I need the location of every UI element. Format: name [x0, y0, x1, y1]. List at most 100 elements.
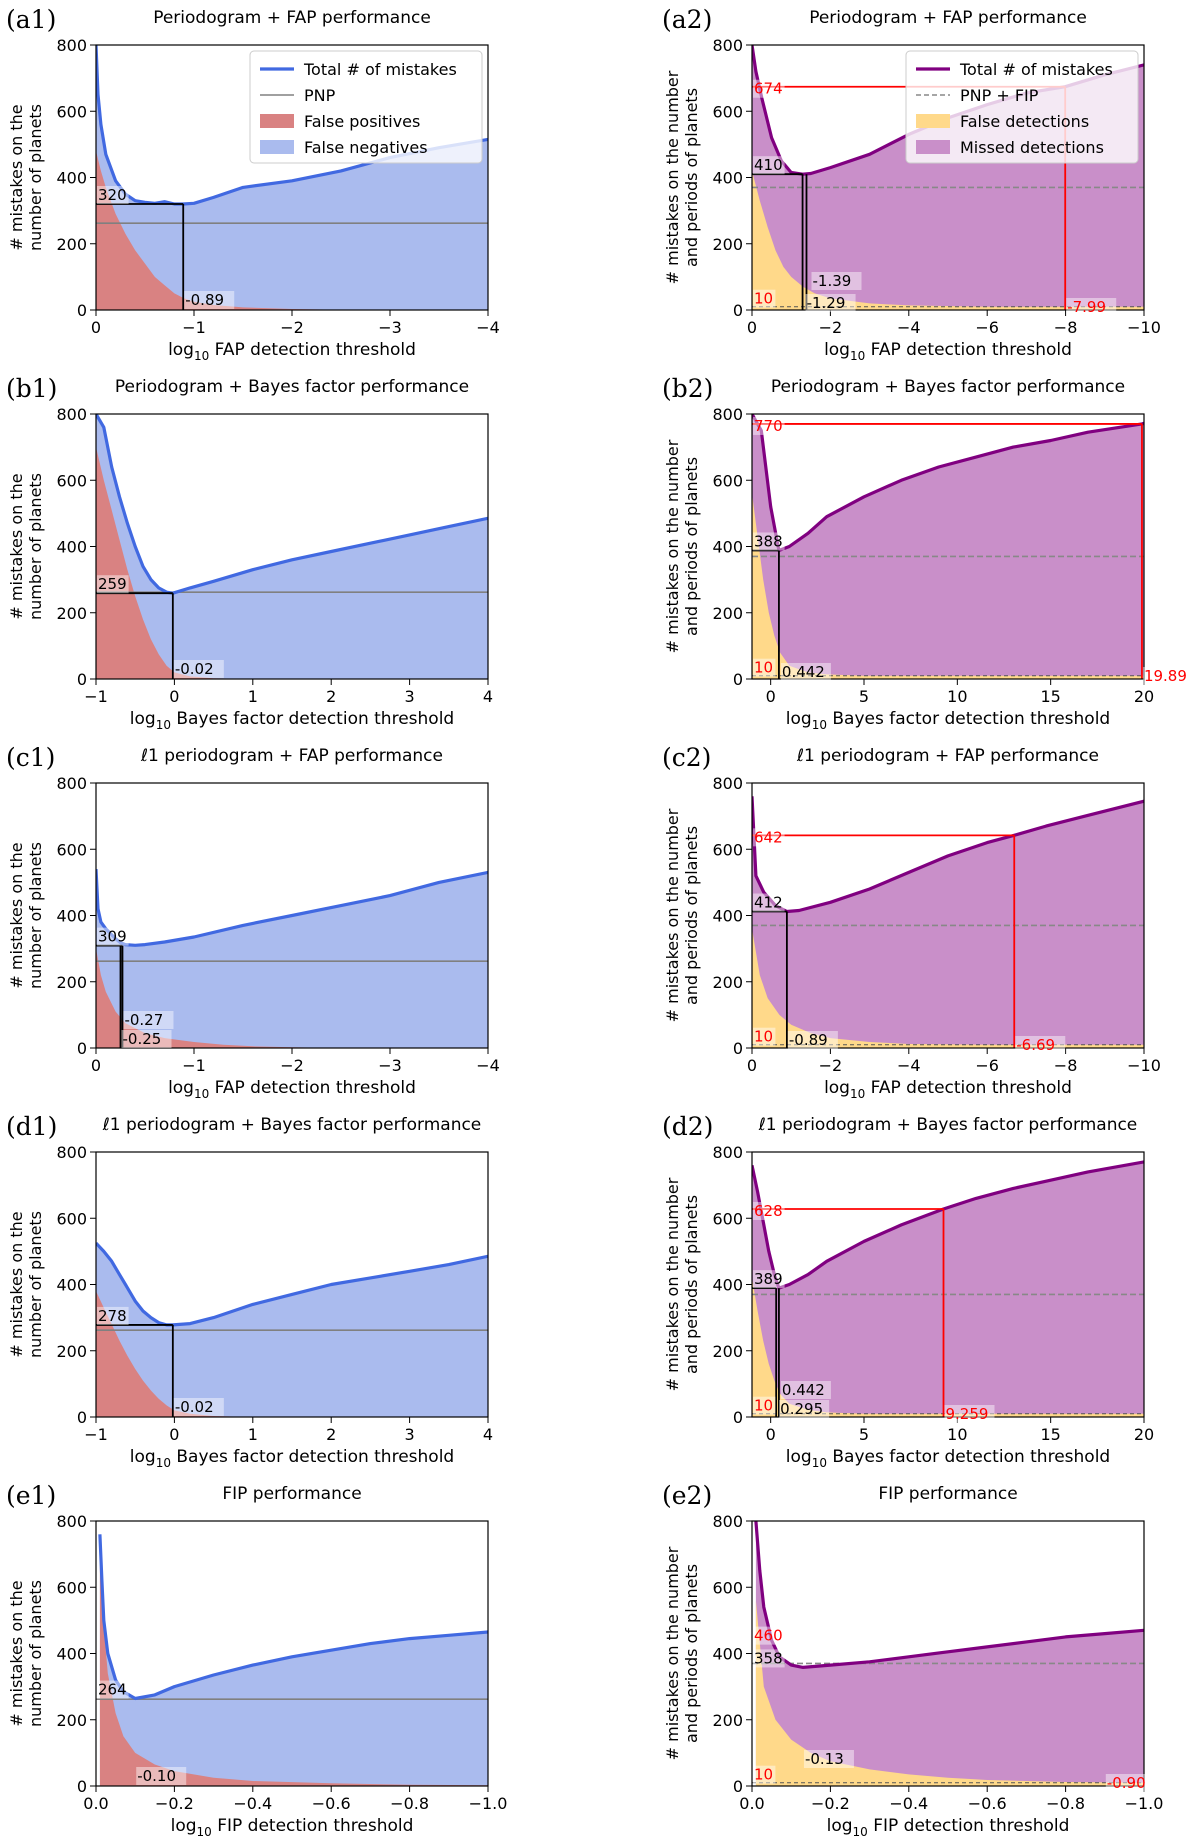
- legend: Total # of mistakes PNP + FIP False detect…: [905, 50, 1139, 164]
- y-tick-label: 400: [712, 1276, 743, 1295]
- x-tick-label: −6: [975, 318, 999, 337]
- annotation-bg: [753, 532, 785, 551]
- annotation-bg: [753, 1649, 785, 1668]
- chart-panel-d2: 0 200 400 600 800 0 5 10 15 20 ℓ1 periodogram + Ba…: [662, 1112, 1154, 1470]
- annotation-bg: [123, 1011, 174, 1029]
- x-axis-label-subscript: 10: [194, 349, 209, 363]
- x-tick-label: 1: [248, 1425, 258, 1444]
- y-axis-label: # mistakes on thenumber of planets: [7, 1580, 45, 1727]
- y-axis-label-line: and periods of planets: [682, 1195, 701, 1374]
- annotation-bg: [136, 1767, 187, 1785]
- x-axis-label-rest: FIP detection threshold: [212, 1816, 414, 1836]
- y-tick-label: 600: [56, 471, 87, 490]
- x-axis-label-subscript: 10: [853, 1825, 868, 1839]
- y-tick-label: 200: [712, 604, 743, 623]
- y-tick-label: 400: [56, 1276, 87, 1295]
- y-axis-label: # mistakes on the numberand periods of p…: [663, 439, 701, 653]
- x-axis-label: log10 Bayes factor detection threshold: [130, 709, 454, 732]
- chart-title: ℓ1 periodogram + FAP performance: [796, 746, 1099, 766]
- false-negatives-area: [96, 45, 488, 310]
- x-tick-label: 0: [169, 1425, 179, 1444]
- x-tick-label: −3: [378, 1056, 402, 1075]
- x-tick-label: −0.8: [1046, 1794, 1085, 1813]
- annotation-label: 309: [98, 928, 127, 946]
- annotation-bg: [753, 1027, 776, 1046]
- x-tick-label: −4: [897, 1056, 921, 1075]
- x-tick-label: −4: [897, 318, 921, 337]
- annotation-bg: [121, 1030, 172, 1048]
- x-axis-label-subscript: 10: [850, 1087, 865, 1101]
- annotation-bg: [753, 1626, 785, 1645]
- false-detections-area: [752, 170, 1144, 310]
- x-tick-label: −0.6: [312, 1794, 351, 1813]
- chart-panel-c1: 0 200 400 600 800 0 −1 −2 −3 −4 ℓ1 periodogram + F…: [6, 743, 500, 1101]
- annotation-bg: [805, 294, 856, 312]
- y-tick-label: 800: [56, 405, 87, 424]
- annotation-label: -0.89: [185, 291, 224, 309]
- y-axis-label-line: # mistakes on the number: [663, 70, 682, 284]
- chart-title: FIP performance: [222, 1484, 361, 1504]
- x-tick-label: 20: [1134, 687, 1154, 706]
- x-tick-label: −8: [1054, 1056, 1078, 1075]
- x-axis-label-rest: FIP detection threshold: [868, 1816, 1070, 1836]
- plot-area: [752, 414, 1144, 679]
- y-axis-label-line: # mistakes on the number: [663, 439, 682, 653]
- y-tick-label: 600: [712, 1578, 743, 1597]
- annotation-bg: [97, 1680, 129, 1699]
- y-axis-label-line: number of planets: [26, 1580, 45, 1727]
- x-tick-label: −0.6: [968, 1794, 1007, 1813]
- y-tick-label: 600: [712, 1209, 743, 1228]
- x-axis-label-rest: Bayes factor detection threshold: [171, 709, 454, 729]
- false-detections-area: [755, 1600, 1144, 1786]
- annotation-label: 358: [754, 1649, 783, 1667]
- annotation-label: 264: [98, 1681, 127, 1699]
- x-tick-label: −0.2: [811, 1794, 850, 1813]
- y-tick-label: 800: [712, 405, 743, 424]
- x-axis-label-rest: Bayes factor detection threshold: [827, 709, 1110, 729]
- x-tick-label: −0.4: [889, 1794, 928, 1813]
- chart-panel-b2: 0 200 400 600 800 0 5 10 15 20 Periodogram + Bayes…: [662, 374, 1193, 732]
- y-tick-label: 800: [712, 774, 743, 793]
- y-axis-label-line: and periods of planets: [682, 826, 701, 1005]
- legend-swatch-area: [260, 114, 294, 128]
- legend-box: [905, 50, 1139, 164]
- total-mistakes-line: [754, 1521, 1144, 1669]
- x-tick-label: 0: [91, 1056, 101, 1075]
- panel-label: (c1): [6, 743, 55, 772]
- x-axis-label-subscript: 10: [156, 718, 171, 732]
- x-tick-label: −1.0: [1125, 1794, 1164, 1813]
- annotation-bg: [184, 291, 235, 309]
- annotation-label: -0.89: [789, 1031, 828, 1049]
- x-tick-label: 5: [859, 1425, 869, 1444]
- y-axis-label: # mistakes on thenumber of planets: [7, 104, 45, 251]
- x-axis-label: log10 Bayes factor detection threshold: [786, 709, 1110, 732]
- red-annotation-label: 628: [754, 1202, 783, 1220]
- x-tick-label: −0.8: [390, 1794, 429, 1813]
- x-tick-label: 10: [947, 1425, 967, 1444]
- x-tick-label: −10: [1127, 318, 1161, 337]
- false-positives-area: [96, 948, 488, 1048]
- y-axis-label-line: # mistakes on the: [7, 1211, 26, 1357]
- red-annotation-label: 642: [754, 828, 783, 846]
- plot-area: [752, 1521, 1144, 1786]
- y-tick-label: 800: [56, 774, 87, 793]
- chart-panel-e2: 0 200 400 600 800 0.0 −0.2 −0.4 −0.6 −0.8 −1.0 FIP …: [662, 1481, 1164, 1839]
- panel-label: (d2): [662, 1112, 713, 1141]
- annotation-label: 412: [754, 894, 783, 912]
- x-tick-label: −0.4: [233, 1794, 272, 1813]
- red-annotation-label: -0.90: [1107, 1774, 1146, 1792]
- panel-label: (a1): [6, 5, 56, 34]
- x-axis-label: log10 FAP detection threshold: [824, 340, 1072, 363]
- x-tick-label: −8: [1054, 318, 1078, 337]
- x-tick-label: 4: [483, 1425, 493, 1444]
- legend-entry: PNP: [304, 86, 336, 105]
- x-tick-label: 15: [1040, 1425, 1060, 1444]
- x-tick-label: 0: [747, 1056, 757, 1075]
- total-mistakes-line: [752, 414, 1144, 553]
- red-annotation-label: 10: [754, 1028, 773, 1046]
- chart-title: ℓ1 periodogram + Bayes factor performanc…: [102, 1115, 482, 1135]
- x-tick-label: −4: [476, 1056, 500, 1075]
- x-axis-label-subscript: 10: [156, 1456, 171, 1470]
- x-tick-label: −1: [182, 318, 206, 337]
